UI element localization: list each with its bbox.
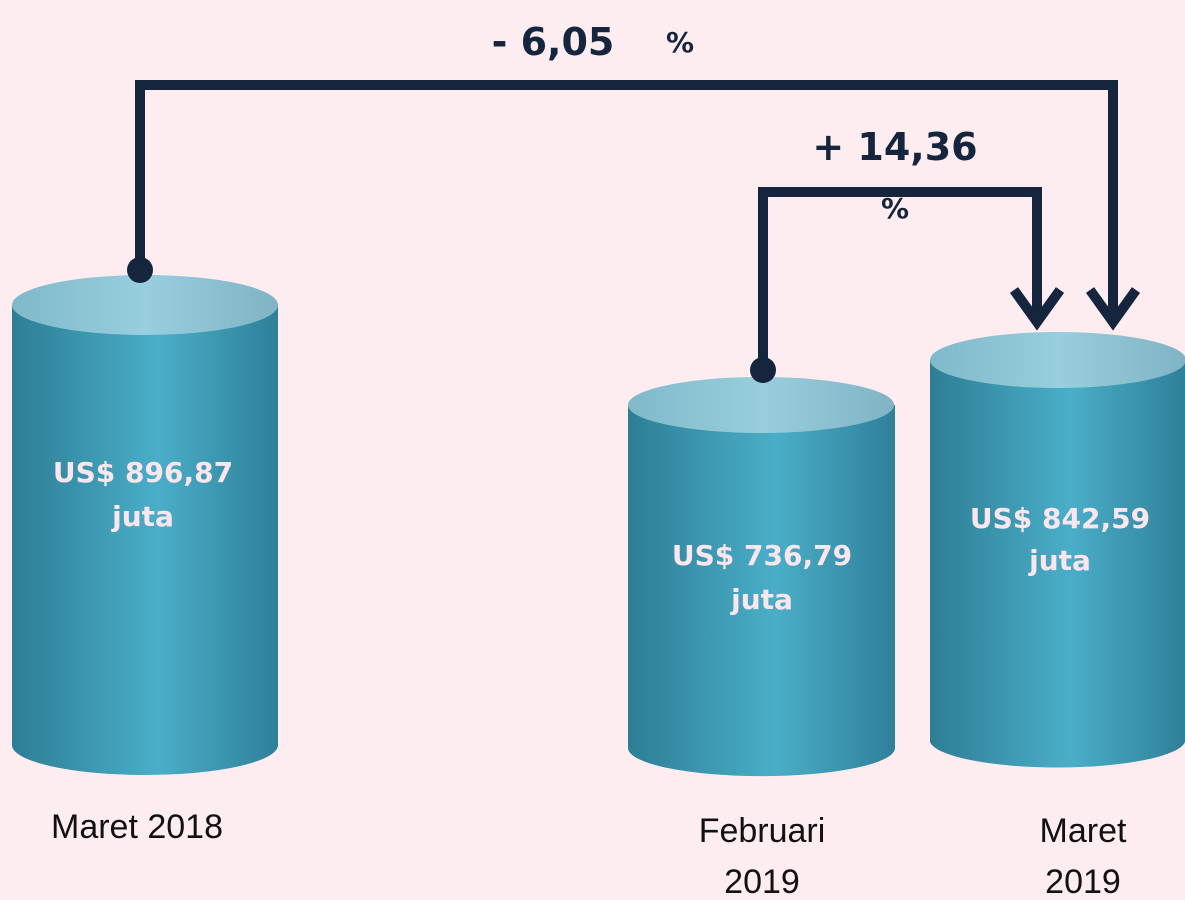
cylinder [628, 377, 895, 777]
cylinder [12, 275, 278, 775]
change-unit: % [666, 26, 694, 59]
connector [127, 80, 1141, 331]
change-unit: % [881, 192, 909, 225]
amount: US$ 842,59 [970, 502, 1150, 535]
period-label: 2019 [1045, 863, 1121, 900]
amount: US$ 736,79 [672, 539, 852, 572]
change-value: - 6,05 [492, 20, 615, 64]
connector [750, 187, 1065, 383]
amount: US$ 896,87 [53, 456, 233, 489]
amount-unit: juta [111, 500, 174, 533]
period-label: Maret 2018 [51, 808, 223, 846]
cylinder [930, 332, 1185, 768]
period-label: 2019 [724, 863, 800, 900]
amount-unit: juta [730, 583, 793, 616]
period-label: Februari [699, 812, 826, 850]
period-label: Maret [1040, 812, 1127, 850]
change-value: + 14,36 [812, 125, 977, 169]
amount-unit: juta [1028, 544, 1091, 577]
